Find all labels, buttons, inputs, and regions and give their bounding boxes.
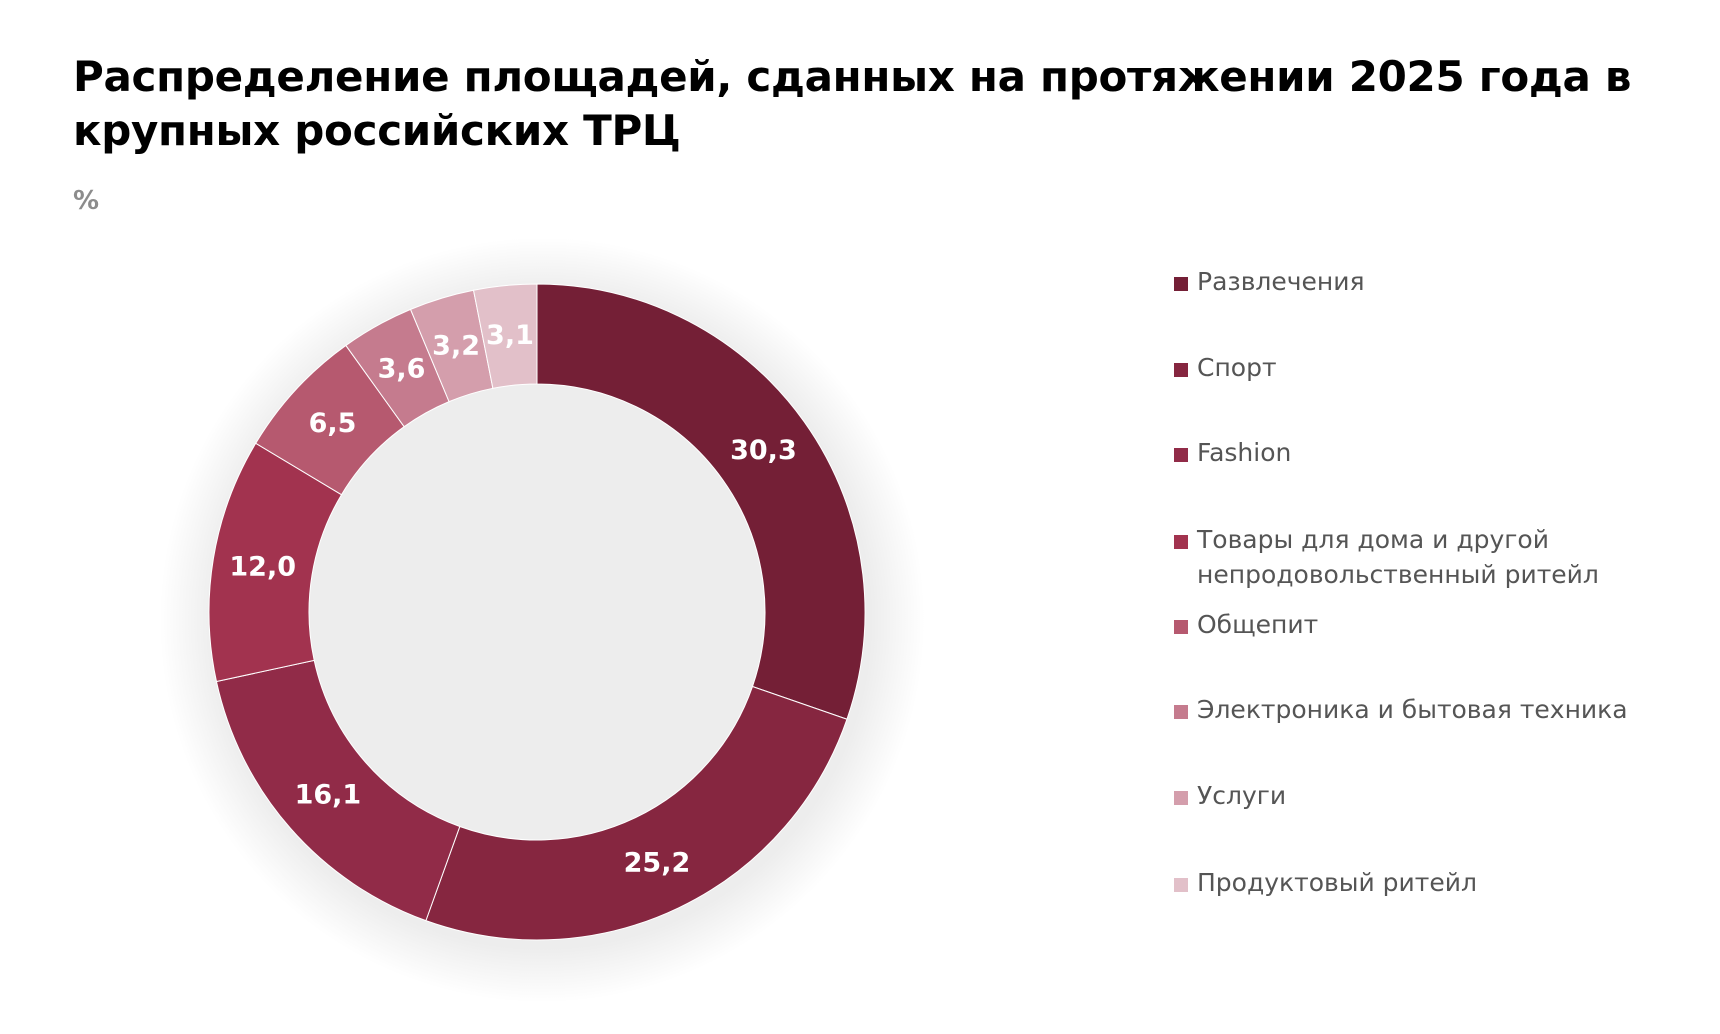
legend-item-3: Товары для дома и другой непродовольстве… (1174, 522, 1697, 592)
legend: Развлечения Спорт Fashion Товары для дома и… (1174, 0, 1714, 1034)
slice-value-label-1: 25,2 (624, 847, 691, 878)
legend-label: Товары для дома и другой непродовольстве… (1197, 525, 1599, 589)
legend-swatch (1174, 277, 1188, 291)
legend-label: Электроника и бытовая техника (1197, 695, 1628, 724)
legend-item-5: Электроника и бытовая техника (1174, 692, 1697, 727)
legend-label: Спорт (1197, 353, 1277, 382)
legend-swatch (1174, 448, 1188, 462)
legend-item-1: Спорт (1174, 350, 1697, 385)
legend-swatch (1174, 363, 1188, 377)
legend-swatch (1174, 878, 1188, 892)
unit-label: % (73, 186, 100, 216)
legend-item-0: Развлечения (1174, 264, 1697, 299)
legend-label: Fashion (1197, 438, 1292, 467)
slice-value-label-6: 3,2 (432, 331, 480, 362)
donut-slice-7 (472, 283, 538, 389)
legend-label: Развлечения (1197, 267, 1365, 296)
legend-item-6: Услуги (1174, 778, 1697, 813)
legend-label: Общепит (1197, 610, 1319, 639)
slice-value-label-0: 30,3 (730, 435, 797, 466)
legend-label: Услуги (1197, 781, 1287, 810)
legend-item-2: Fashion (1174, 435, 1697, 470)
donut-slice-1 (425, 685, 848, 941)
legend-swatch (1174, 535, 1188, 549)
slice-value-label-3: 12,0 (229, 551, 296, 582)
legend-swatch (1174, 620, 1188, 634)
legend-swatch (1174, 791, 1188, 805)
slice-value-label-5: 3,6 (378, 354, 426, 385)
chart-title: Распределение площадей, сданных на протя… (73, 52, 1632, 155)
legend-label: Продуктовый ритейл (1197, 868, 1477, 897)
slice-value-label-2: 16,1 (295, 780, 362, 811)
donut-slice-0 (536, 283, 866, 720)
legend-item-7: Продуктовый ритейл (1174, 865, 1697, 900)
slice-value-label-7: 3,1 (486, 320, 534, 351)
slice-value-label-4: 6,5 (309, 408, 357, 439)
legend-item-4: Общепит (1174, 607, 1697, 642)
legend-swatch (1174, 705, 1188, 719)
